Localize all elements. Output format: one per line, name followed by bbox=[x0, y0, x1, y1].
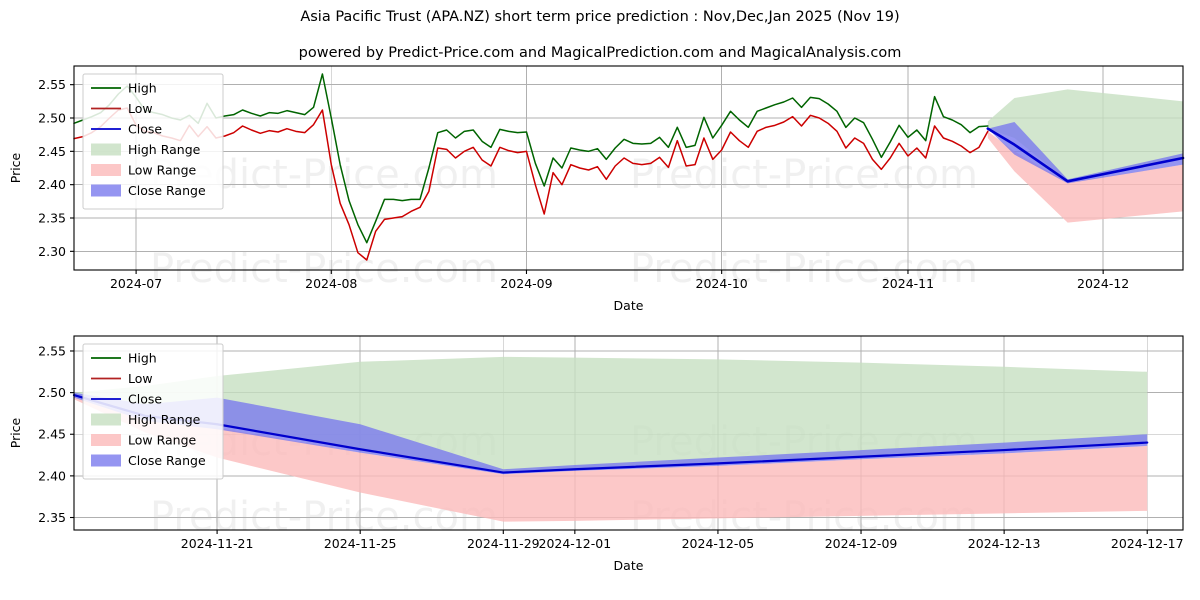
legend-item-label: Close bbox=[128, 392, 162, 407]
legend-item-label: High Range bbox=[128, 142, 201, 157]
y-tick-label: 2.30 bbox=[38, 244, 66, 259]
x-tick-label: 2024-10 bbox=[696, 276, 748, 291]
x-axis-title: Date bbox=[614, 298, 644, 313]
y-tick-label: 2.45 bbox=[38, 144, 66, 159]
legend-swatch-band bbox=[91, 164, 121, 176]
legend-item-label: Close Range bbox=[128, 183, 206, 198]
y-tick-label: 2.55 bbox=[38, 77, 66, 92]
legend-item-label: Low Range bbox=[128, 163, 197, 178]
legend-item-high-range[interactable]: High Range bbox=[91, 142, 201, 157]
page-title: Asia Pacific Trust (APA.NZ) short term p… bbox=[300, 9, 900, 25]
series-line-high bbox=[73, 73, 989, 244]
low-range-band bbox=[987, 131, 1183, 223]
legend-item-label: Low bbox=[128, 101, 153, 116]
watermark-text: Predict-Price.com bbox=[150, 246, 498, 292]
legend-item-low-range[interactable]: Low Range bbox=[91, 163, 197, 178]
y-axis-title: Price bbox=[8, 417, 23, 448]
y-tick-label: 2.50 bbox=[38, 385, 66, 400]
legend-item-low-range[interactable]: Low Range bbox=[91, 433, 197, 448]
watermark-text: Predict-Price.com bbox=[630, 246, 978, 292]
legend-item-close[interactable]: Close bbox=[91, 392, 162, 407]
y-tick-label: 2.40 bbox=[38, 468, 66, 483]
legend-swatch-band bbox=[91, 143, 121, 156]
legend-item-label: Close bbox=[128, 122, 162, 137]
high-range-band bbox=[987, 89, 1183, 182]
legend-item-high[interactable]: High bbox=[91, 81, 157, 96]
y-tick-label: 2.55 bbox=[38, 343, 66, 358]
plot-frame bbox=[73, 335, 1184, 531]
y-tick-label: 2.40 bbox=[38, 177, 66, 192]
series-line-low bbox=[73, 107, 989, 261]
x-axis: 2024-11-21 2024-11-25 2024-11-292024-12-01… bbox=[181, 530, 1184, 551]
legend-item-label: Low Range bbox=[128, 433, 197, 448]
x-tick-label: 2024-11-29 bbox=[467, 536, 540, 551]
x-axis-title: Date bbox=[614, 558, 644, 573]
legend-swatch-band bbox=[91, 413, 121, 426]
legend-item-close-range[interactable]: Close Range bbox=[91, 183, 206, 198]
legend-item-label: High bbox=[128, 81, 157, 96]
chart-legend: High Low Close High Range Low Range Close Ran… bbox=[82, 343, 224, 480]
x-tick-label: 2024-11-25 bbox=[324, 536, 397, 551]
legend-item-label: High bbox=[128, 351, 157, 366]
x-tick-label: 2024-09 bbox=[500, 276, 552, 291]
y-tick-label: 2.50 bbox=[38, 111, 66, 126]
legend-item-low[interactable]: Low bbox=[91, 371, 153, 386]
x-tick-label: 2024-12-05 bbox=[682, 536, 755, 551]
legend-item-label: Low bbox=[128, 371, 153, 386]
y-tick-label: 2.35 bbox=[38, 510, 66, 525]
x-tick-label: 2024-08 bbox=[305, 276, 357, 291]
watermark-text: Predict-Price.com bbox=[630, 152, 978, 198]
legend-swatch-band bbox=[91, 184, 121, 197]
legend-item-high[interactable]: High bbox=[91, 351, 157, 366]
legend-swatch-band bbox=[91, 454, 121, 467]
y-axis: 2.35 2.40 2.45 2.50 2.55 bbox=[38, 343, 74, 525]
x-tick-label: 2024-12-09 bbox=[825, 536, 898, 551]
plot-background bbox=[74, 66, 1183, 270]
x-tick-label: 2024-12 bbox=[1077, 276, 1129, 291]
low-range-band bbox=[74, 396, 1148, 522]
legend-item-label: High Range bbox=[128, 412, 201, 427]
plot-series bbox=[73, 73, 1185, 261]
x-tick-label: 2024-11 bbox=[882, 276, 934, 291]
y-tick-label: 2.35 bbox=[38, 211, 66, 226]
chart-legend: High Low Close High Range Low Range Close Ran… bbox=[82, 73, 224, 210]
y-axis-title: Price bbox=[8, 152, 23, 183]
close-range-band bbox=[74, 392, 1148, 475]
page-subtitle: powered by Predict-Price.com and Magical… bbox=[298, 45, 902, 61]
top-chart: Predict-Price.com Predict-Price.com Predic… bbox=[8, 65, 1185, 313]
x-tick-label: 2024-12-01 bbox=[539, 536, 612, 551]
bottom-chart: Predict-Price.comPredict-Price.comPredic… bbox=[8, 335, 1184, 573]
legend-item-high-range[interactable]: High Range bbox=[91, 412, 201, 427]
watermark: Predict-Price.com Predict-Price.com Predic… bbox=[150, 152, 978, 292]
y-tick-label: 2.45 bbox=[38, 427, 66, 442]
legend-item-close-range[interactable]: Close Range bbox=[91, 453, 206, 468]
legend-swatch-band bbox=[91, 434, 121, 446]
x-tick-label: 2024-12-17 bbox=[1111, 536, 1184, 551]
series-line-close bbox=[986, 127, 1185, 183]
legend-item-low[interactable]: Low bbox=[91, 101, 153, 116]
x-tick-label: 2024-11-21 bbox=[181, 536, 254, 551]
y-axis: 2.30 2.35 2.40 2.45 2.50 2.55 bbox=[38, 77, 74, 259]
legend-item-label: Close Range bbox=[128, 453, 206, 468]
x-tick-label: 2024-12-13 bbox=[968, 536, 1041, 551]
plot-frame bbox=[73, 65, 1184, 271]
legend-item-close[interactable]: Close bbox=[91, 122, 162, 137]
x-tick-label: 2024-07 bbox=[110, 276, 162, 291]
x-axis: 2024-07 2024-08 2024-09 2024-10 2024-11 2024-… bbox=[110, 270, 1129, 291]
